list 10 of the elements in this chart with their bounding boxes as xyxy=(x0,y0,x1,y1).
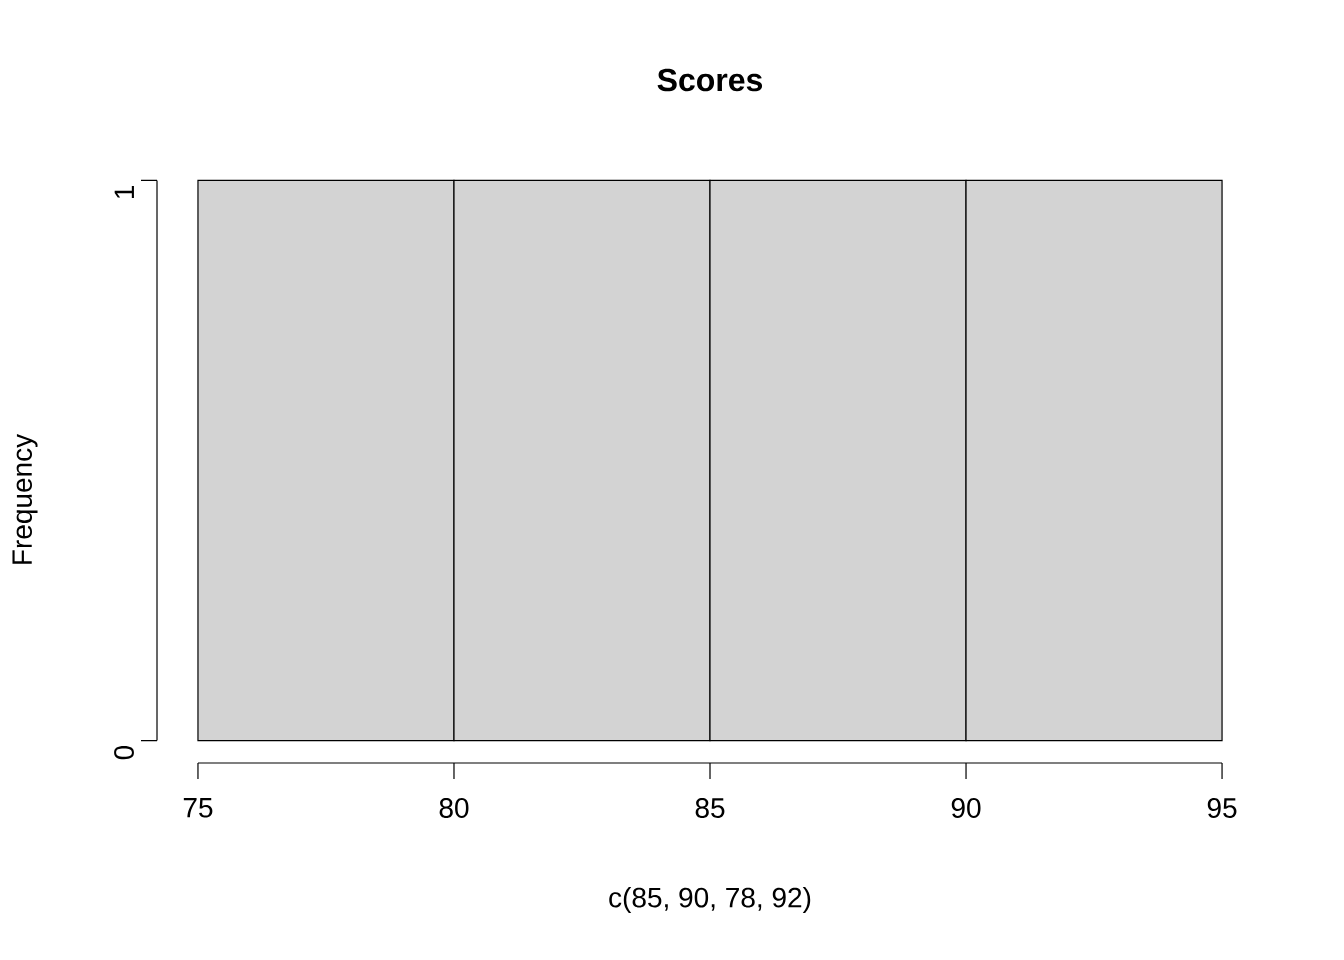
x-tick-label: 90 xyxy=(951,798,981,818)
y-tick-label: 0 xyxy=(114,745,134,760)
x-tick-label: 95 xyxy=(1207,798,1237,818)
x-tick-label: 85 xyxy=(695,798,725,818)
x-tick-label: 80 xyxy=(439,798,469,818)
x-tick-label: 75 xyxy=(183,798,213,818)
x-axis-title: c(85, 90, 78, 92) xyxy=(609,886,811,914)
chart-title: Scores xyxy=(657,68,763,92)
y-axis-title: Frequency xyxy=(12,433,38,564)
y-tick-label: 1 xyxy=(114,185,134,199)
